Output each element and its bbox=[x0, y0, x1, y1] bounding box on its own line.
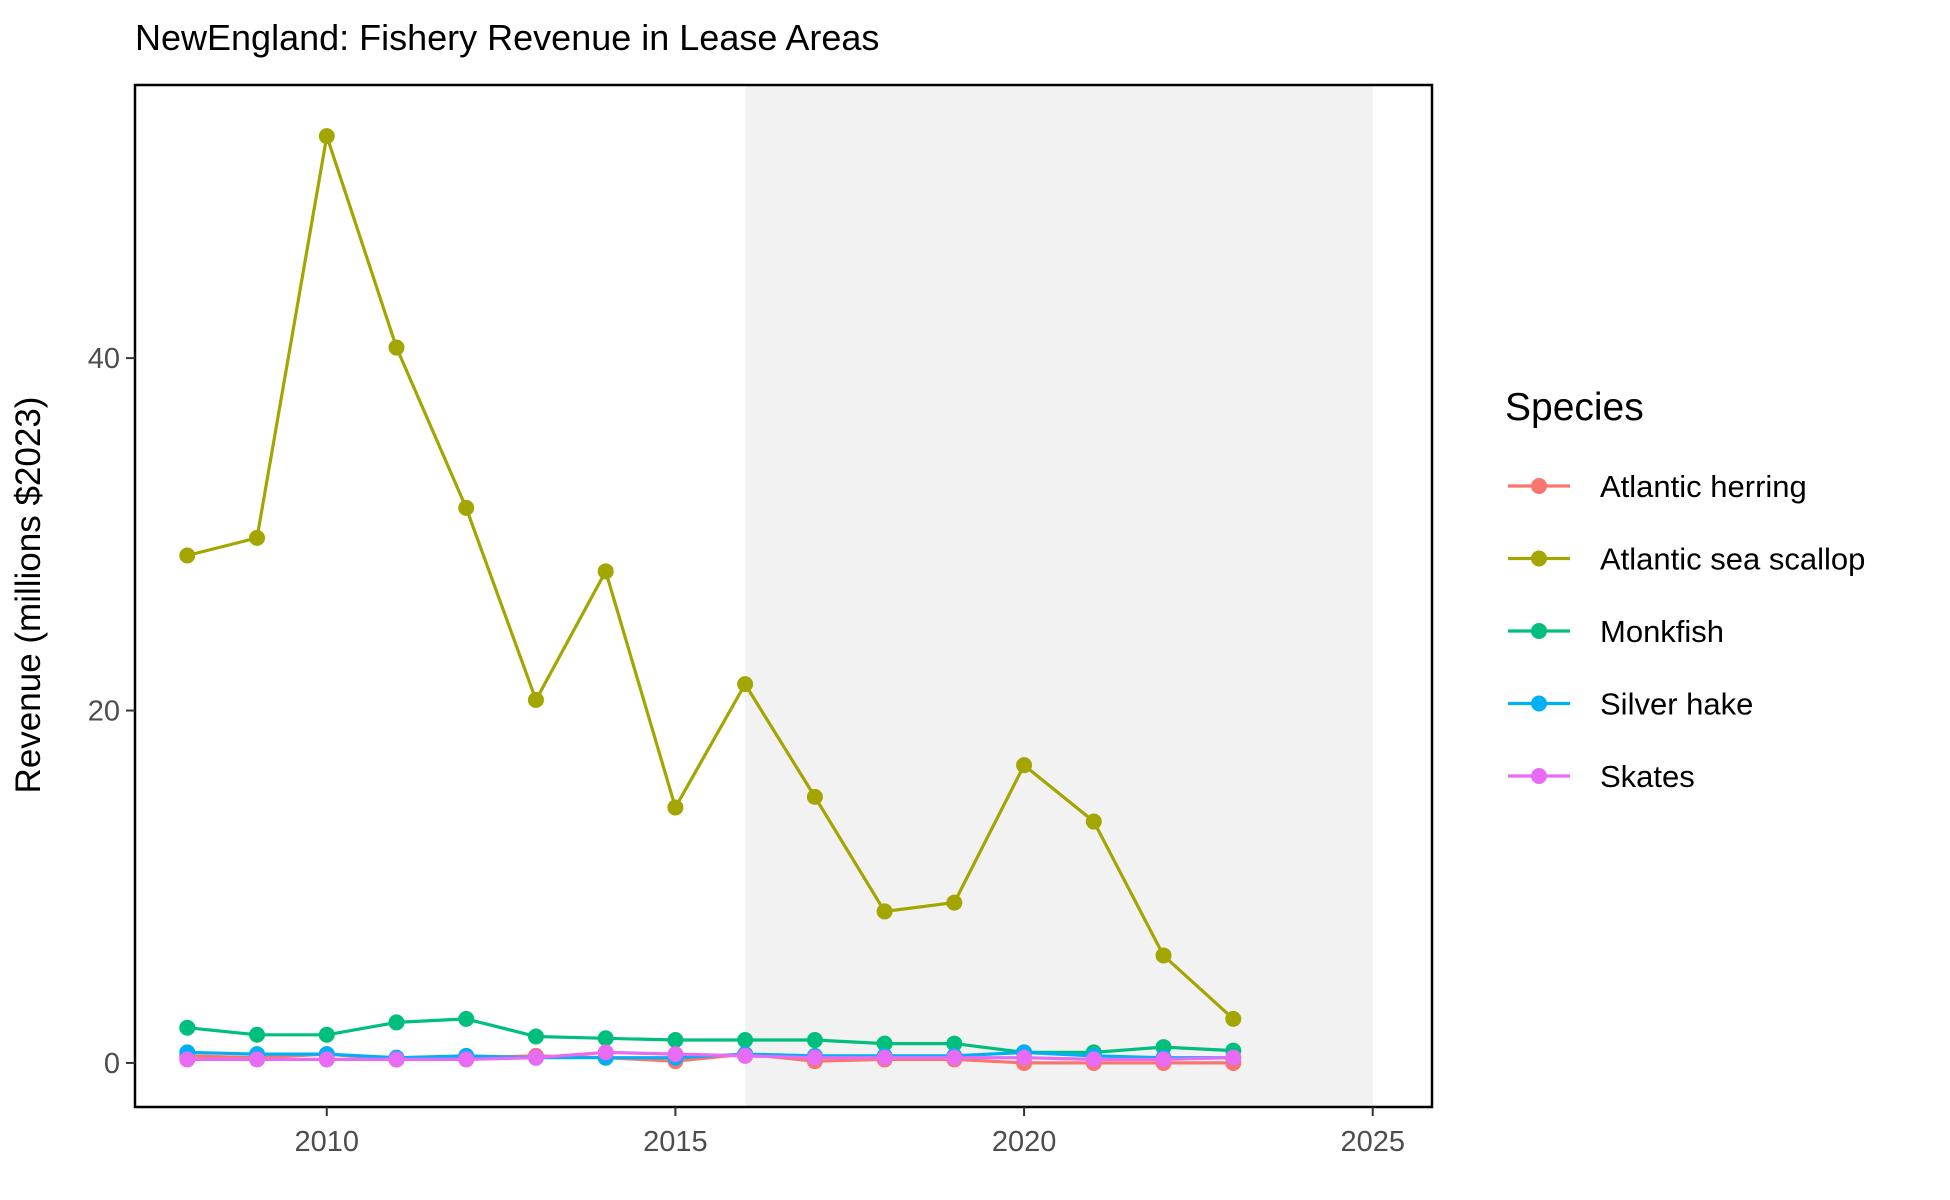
data-point-atlantic-sea-scallop bbox=[597, 563, 614, 580]
legend-label: Skates bbox=[1600, 759, 1695, 794]
x-tick-label: 2015 bbox=[643, 1126, 708, 1158]
legend-key-point bbox=[1531, 478, 1547, 494]
chart-title: NewEngland: Fishery Revenue in Lease Are… bbox=[135, 17, 879, 58]
x-tick-label: 2020 bbox=[992, 1126, 1057, 1158]
data-point-atlantic-sea-scallop bbox=[1155, 947, 1172, 964]
data-point-atlantic-sea-scallop bbox=[388, 339, 405, 356]
data-point-monkfish bbox=[737, 1032, 754, 1049]
data-point-atlantic-sea-scallop bbox=[318, 128, 335, 145]
y-tick-label: 0 bbox=[104, 1048, 120, 1080]
data-point-skates bbox=[179, 1051, 196, 1068]
data-point-skates bbox=[527, 1049, 544, 1066]
data-point-monkfish bbox=[806, 1032, 823, 1049]
data-point-atlantic-sea-scallop bbox=[249, 529, 266, 546]
y-axis: 0 20 40 bbox=[88, 343, 135, 1080]
y-tick-label: 20 bbox=[88, 696, 120, 728]
data-point-skates bbox=[667, 1046, 684, 1063]
data-point-skates bbox=[737, 1047, 754, 1064]
data-point-atlantic-sea-scallop bbox=[806, 788, 823, 805]
data-point-atlantic-sea-scallop bbox=[1225, 1010, 1242, 1027]
data-point-atlantic-sea-scallop bbox=[179, 547, 196, 564]
legend-item-atlantic-herring: Atlantic herring bbox=[1508, 469, 1807, 504]
data-point-monkfish bbox=[179, 1019, 196, 1036]
data-point-skates bbox=[458, 1051, 475, 1068]
data-point-skates bbox=[1016, 1049, 1033, 1066]
legend-item-skates: Skates bbox=[1508, 759, 1695, 794]
data-point-monkfish bbox=[946, 1035, 963, 1052]
legend-title: Species bbox=[1505, 386, 1644, 429]
data-point-monkfish bbox=[318, 1026, 335, 1043]
legend-label: Silver hake bbox=[1600, 687, 1753, 722]
series-line-skates bbox=[187, 1050, 1234, 1062]
shaded-region bbox=[745, 85, 1373, 1107]
series-line-monkfish bbox=[187, 1017, 1234, 1055]
data-point-skates bbox=[1085, 1051, 1102, 1068]
data-point-skates bbox=[249, 1051, 266, 1068]
series-points bbox=[179, 128, 1242, 1071]
data-point-atlantic-sea-scallop bbox=[458, 499, 475, 516]
legend-key-point bbox=[1531, 695, 1547, 712]
data-point-monkfish bbox=[249, 1026, 266, 1043]
data-point-atlantic-sea-scallop bbox=[946, 894, 963, 911]
data-point-monkfish bbox=[458, 1010, 475, 1027]
shaded-rect bbox=[745, 85, 1373, 1107]
data-point-monkfish bbox=[388, 1014, 405, 1031]
data-point-atlantic-sea-scallop bbox=[876, 903, 893, 920]
x-tick-label: 2025 bbox=[1340, 1126, 1405, 1158]
data-point-skates bbox=[1225, 1049, 1242, 1066]
data-point-skates bbox=[388, 1051, 405, 1068]
panel-border bbox=[133, 83, 1434, 1109]
legend-label: Monkfish bbox=[1600, 614, 1724, 649]
plot-frame bbox=[133, 83, 1434, 1109]
data-point-monkfish bbox=[876, 1035, 893, 1052]
data-point-atlantic-sea-scallop bbox=[1085, 813, 1102, 830]
legend-item-monkfish: Monkfish bbox=[1508, 614, 1724, 649]
x-tick-label: 2010 bbox=[295, 1126, 360, 1158]
data-point-monkfish bbox=[667, 1032, 684, 1049]
data-point-skates bbox=[876, 1049, 893, 1066]
data-point-skates bbox=[946, 1049, 963, 1066]
data-point-monkfish bbox=[527, 1028, 544, 1045]
data-point-skates bbox=[318, 1051, 335, 1068]
data-point-atlantic-sea-scallop bbox=[737, 676, 754, 693]
series-lines bbox=[186, 134, 1235, 1065]
x-axis: 2010 2015 2020 2025 bbox=[295, 1107, 1405, 1158]
data-point-monkfish bbox=[597, 1030, 614, 1047]
y-tick-label: 40 bbox=[88, 343, 120, 375]
y-axis-title: Revenue (millions $2023) bbox=[9, 397, 48, 794]
data-point-atlantic-sea-scallop bbox=[667, 799, 684, 816]
data-point-skates bbox=[1155, 1051, 1172, 1068]
series-line-atlantic-sea-scallop bbox=[186, 134, 1235, 1021]
data-point-atlantic-sea-scallop bbox=[527, 691, 544, 708]
data-point-skates bbox=[597, 1044, 614, 1061]
legend: Species Atlantic herring Atlantic sea sca… bbox=[1505, 386, 1865, 794]
legend-item-atlantic-sea-scallop: Atlantic sea scallop bbox=[1508, 542, 1865, 577]
legend-label: Atlantic sea scallop bbox=[1600, 542, 1865, 577]
legend-key-point bbox=[1531, 550, 1547, 567]
legend-label: Atlantic herring bbox=[1600, 469, 1807, 504]
legend-key-point bbox=[1531, 768, 1547, 784]
legend-item-silver-hake: Silver hake bbox=[1508, 687, 1753, 722]
legend-key-point bbox=[1531, 623, 1547, 639]
data-point-skates bbox=[806, 1049, 823, 1066]
data-point-atlantic-sea-scallop bbox=[1016, 757, 1033, 774]
